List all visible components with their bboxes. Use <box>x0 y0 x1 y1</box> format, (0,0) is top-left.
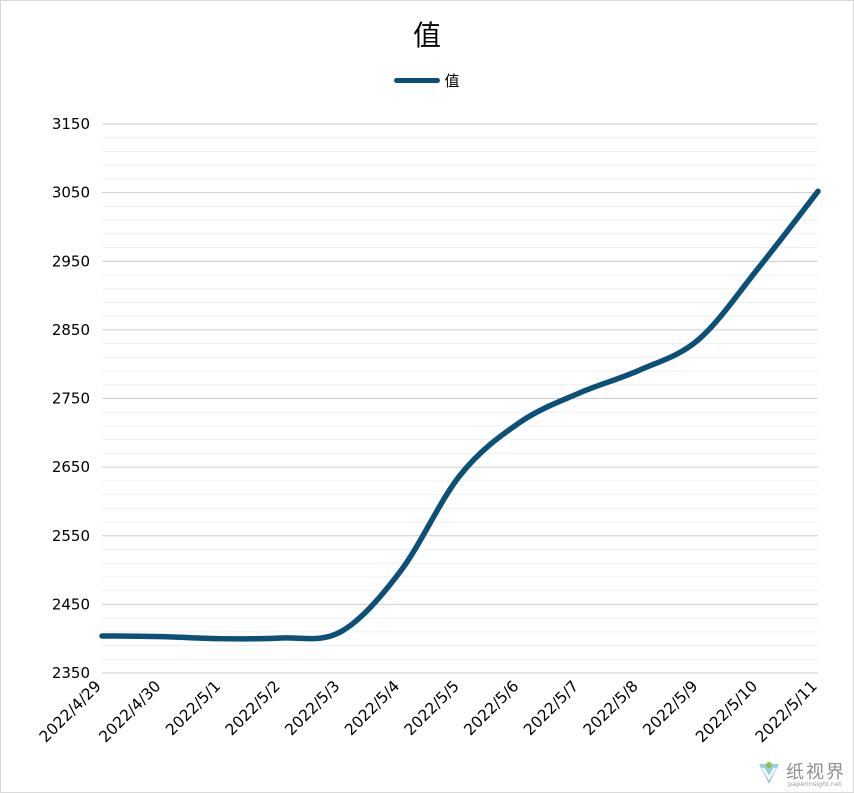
gridlines <box>102 123 818 674</box>
x-tick-label: 2022/4/29 <box>36 677 105 746</box>
x-tick-label: 2022/5/6 <box>461 677 523 739</box>
x-tick-label: 2022/4/30 <box>96 677 165 746</box>
y-axis-ticks: 2350 2450 2550 2650 2750 2850 2950 3050 3150 <box>52 115 90 682</box>
watermark-text: 纸视界 <box>786 762 846 783</box>
y-tick-label: 2550 <box>52 527 90 545</box>
legend-swatch <box>394 78 441 83</box>
x-tick-label: 2022/5/8 <box>580 677 642 739</box>
x-tick-label: 2022/5/7 <box>520 677 582 739</box>
y-tick-label: 2750 <box>52 390 90 408</box>
y-tick-label: 3150 <box>52 115 90 133</box>
x-tick-label: 2022/5/10 <box>692 677 761 746</box>
series-line <box>99 188 821 642</box>
y-tick-label: 2650 <box>52 458 90 476</box>
y-tick-label: 2350 <box>52 664 90 682</box>
logo-icon <box>759 762 779 784</box>
x-tick-label: 2022/5/4 <box>341 677 403 739</box>
watermark: 纸视界 paperinsight.net <box>752 756 848 792</box>
legend: 值 <box>0 70 854 91</box>
x-tick-label: 2022/5/1 <box>162 677 224 739</box>
y-tick-label: 2950 <box>52 252 90 270</box>
series-layer <box>99 188 821 642</box>
x-tick-label: 2022/5/5 <box>401 677 463 739</box>
y-tick-label: 2450 <box>52 595 90 613</box>
chart-title: 值 <box>412 19 441 52</box>
x-axis-ticks: 2022/4/292022/4/302022/5/12022/5/22022/5… <box>36 677 821 746</box>
legend-label: 值 <box>444 72 460 90</box>
x-tick-label: 2022/5/3 <box>282 677 344 739</box>
x-tick-label: 2022/5/9 <box>640 677 702 739</box>
y-tick-label: 2850 <box>52 321 90 339</box>
x-tick-label: 2022/5/11 <box>752 677 821 746</box>
x-tick-label: 2022/5/2 <box>222 677 284 739</box>
watermark-subtext: paperinsight.net <box>788 780 842 788</box>
y-tick-label: 3050 <box>52 184 90 202</box>
